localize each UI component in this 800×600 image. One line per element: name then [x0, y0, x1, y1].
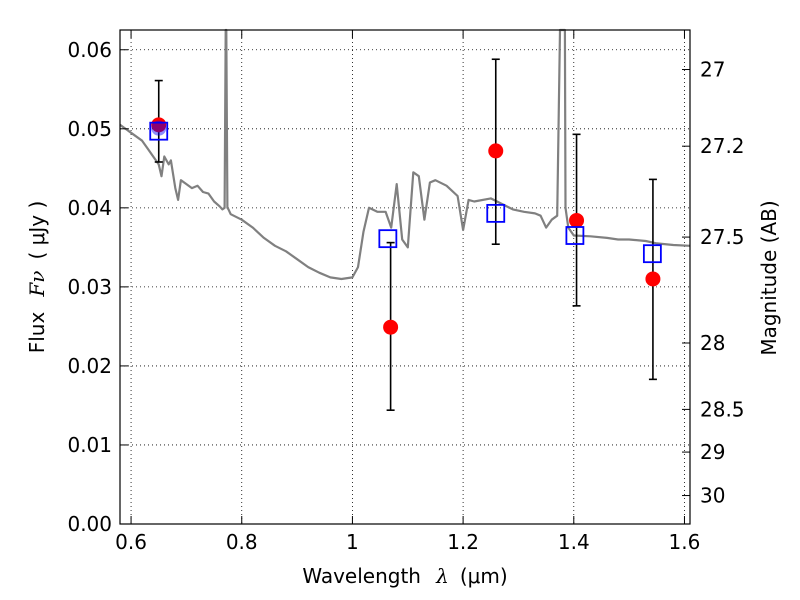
y-tick-label: 0.00	[67, 512, 112, 536]
error-bars	[154, 58, 657, 411]
model-flux-square	[486, 203, 506, 223]
y2-tick-label: 27.2	[700, 134, 745, 158]
y-tick-label: 0.06	[67, 38, 112, 62]
y-tick-label: 0.04	[67, 196, 112, 220]
y-axis-label: Flux Fν ( μJy )	[25, 201, 49, 354]
y-tick-label: 0.03	[67, 275, 112, 299]
model-flux-square	[642, 244, 662, 264]
observed-flux-point	[151, 117, 167, 133]
y-axis-ticks: 0.00 0.01 0.02 0.03 0.04 0.05 0.06	[67, 38, 128, 536]
grid-lines	[120, 30, 690, 525]
y-axis-label-text: Flux	[25, 312, 49, 354]
x-axis-label: Wavelength λ (μm)	[302, 564, 507, 588]
y-tick-label: 0.05	[67, 117, 112, 141]
x-tick-label: 1.2	[447, 530, 479, 554]
observed-flux-point	[645, 271, 661, 287]
y2-axis-label: Magnitude (AB)	[757, 200, 781, 355]
x-axis-label-text: Wavelength	[302, 564, 421, 588]
y-tick-label: 0.02	[67, 354, 112, 378]
y2-tick-label: 28.5	[700, 397, 745, 421]
model-flux-square	[149, 121, 169, 141]
x-axis-label-unit: (μm)	[460, 564, 508, 588]
y-tick-label: 0.01	[67, 433, 112, 457]
observed-flux-point	[383, 319, 399, 335]
y2-tick-label: 28	[700, 331, 725, 355]
model-spectrum	[119, 28, 691, 281]
y2-tick-label: 30	[700, 484, 725, 508]
x-tick-label: 0.6	[115, 530, 147, 554]
model-photometry	[149, 120, 662, 264]
model-flux-square	[378, 229, 398, 249]
x-axis-ticks: 0.6 0.8 1 1.2 1.4 1.6	[115, 30, 700, 554]
x-tick-label: 1	[346, 530, 359, 554]
y2-tick-label: 27	[700, 58, 725, 82]
y2-tick-label: 27.5	[700, 225, 745, 249]
y-axis-label-symbol: Fν	[25, 271, 49, 298]
model-flux-square	[565, 226, 585, 245]
x-tick-label: 0.8	[226, 530, 258, 554]
model-spectrum-line	[119, 28, 691, 281]
model-flux-overlap	[151, 120, 167, 136]
y2-tick-label: 29	[700, 440, 725, 464]
x-axis-label-symbol: λ	[435, 564, 449, 588]
observed-points	[151, 117, 661, 335]
observed-flux-point	[569, 212, 585, 228]
y2-axis-ticks: 27 27.2 27.5 28 28.5 29 30	[682, 58, 745, 508]
x-tick-label: 1.6	[669, 530, 701, 554]
y-axis-label-unit: ( μJy )	[25, 201, 49, 260]
observed-flux-point	[488, 143, 504, 159]
x-tick-label: 1.4	[558, 530, 590, 554]
plot-frame	[119, 29, 691, 525]
